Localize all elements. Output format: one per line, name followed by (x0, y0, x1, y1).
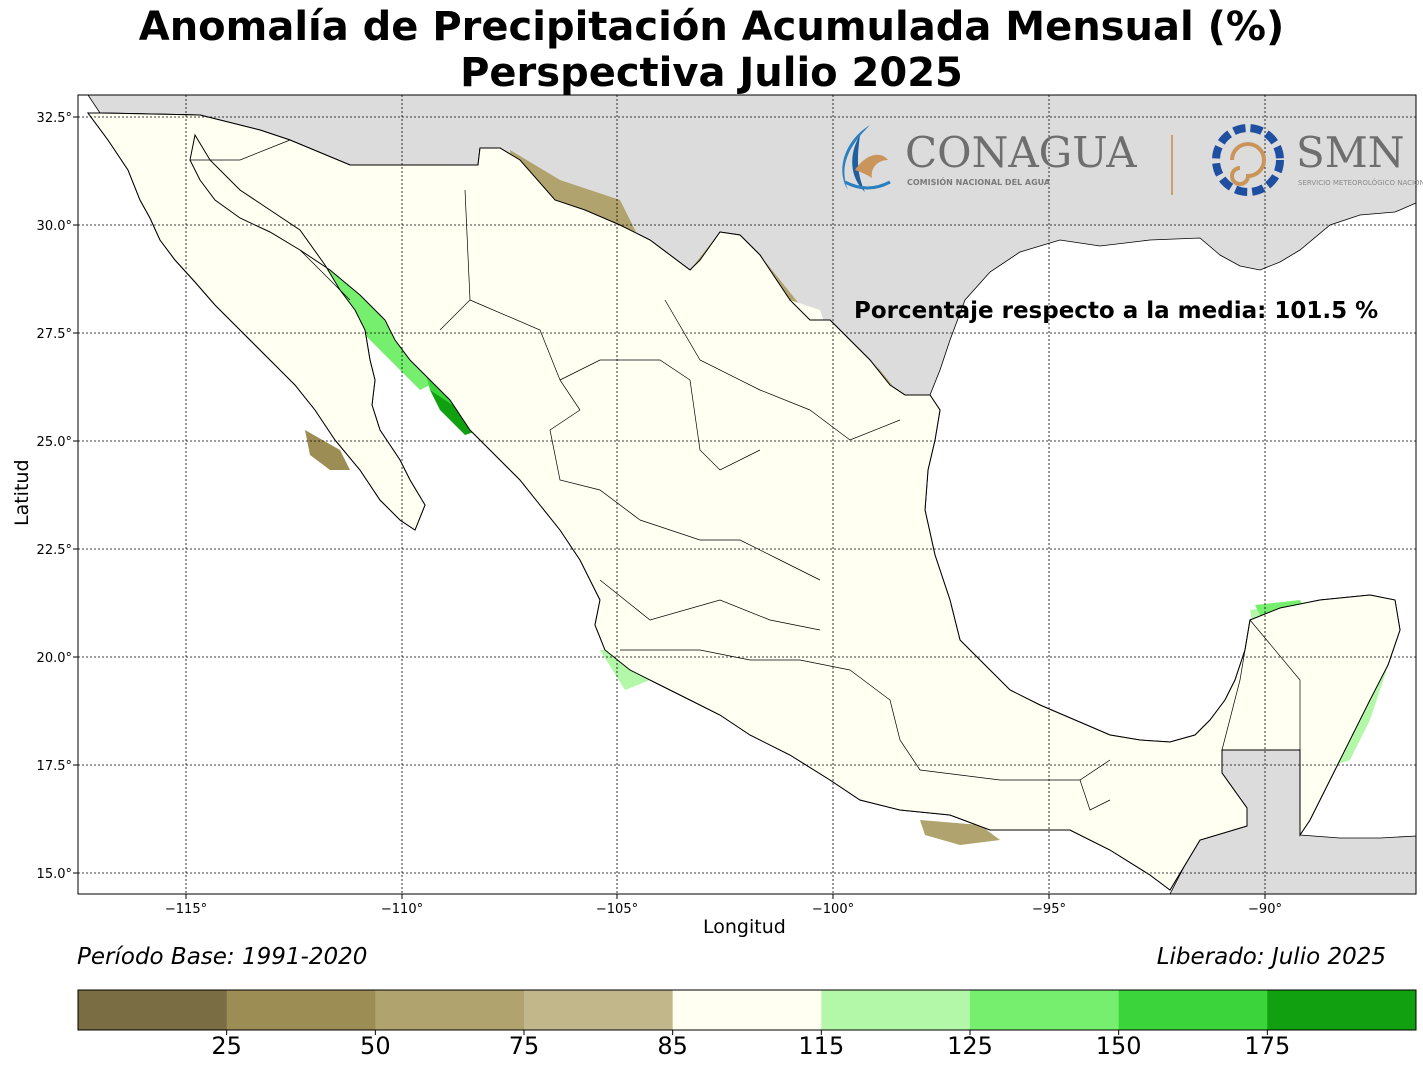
colorbar-segment (1118, 990, 1268, 1030)
lat-tick-label: 17.5° (37, 759, 72, 774)
conagua-smn-logo: CONAGUA COMISIÓN NACIONAL DEL AGUA SMN S… (842, 124, 1423, 196)
lon-tick-label: −95° (1032, 902, 1066, 917)
lat-tick-label: 20.0° (37, 651, 72, 666)
lat-tick-labels: 32.5° 30.0° 27.5° 25.0° 22.5° 20.0° 17.5… (37, 111, 72, 882)
colorbar-segment (78, 990, 228, 1030)
colorbar-tick-label: 25 (211, 1032, 242, 1060)
colorbar-tick-label: 175 (1244, 1032, 1291, 1060)
lat-tick-label: 25.0° (37, 435, 72, 450)
colorbar-segment (1267, 990, 1417, 1030)
lat-tick-label: 30.0° (37, 219, 72, 234)
lon-tick-label: −105° (596, 902, 638, 917)
colorbar-frame (77, 989, 1417, 1031)
release-date-label: Liberado: Julio 2025 (1156, 944, 1386, 970)
colorbar-segment (821, 990, 971, 1030)
conagua-logo-text: CONAGUA (905, 128, 1137, 177)
colorbar (77, 989, 1417, 1035)
conagua-emblem-icon (842, 125, 891, 192)
lat-tick-label: 15.0° (37, 867, 72, 882)
colorbar-segment (375, 990, 525, 1030)
colorbar-tick-label: 50 (360, 1032, 391, 1060)
x-axis-label: Longitud (703, 916, 786, 938)
conagua-logo-subtext: COMISIÓN NACIONAL DEL AGUA (907, 176, 1051, 187)
lon-tick-label: −90° (1248, 902, 1282, 917)
lon-tick-label: −110° (381, 902, 423, 917)
lat-tick-label: 22.5° (37, 543, 72, 558)
map-title-line2: Perspectiva Julio 2025 (460, 50, 963, 96)
map-title-line1: Anomalía de Precipitación Acumulada Mens… (138, 4, 1285, 50)
lon-tick-labels: −115° −110° −105° −100° −95° −90° (165, 902, 1282, 917)
lat-tick-label: 32.5° (37, 111, 72, 126)
colorbar-tick-label: 115 (798, 1032, 845, 1060)
smn-logo-subtext: SERVICIO METEOROLÓGICO NACIONAL (1298, 178, 1423, 187)
lon-tick-label: −100° (812, 902, 854, 917)
colorbar-segment (226, 990, 376, 1030)
lat-tick-label: 27.5° (37, 327, 72, 342)
colorbar-tick-label: 150 (1095, 1032, 1142, 1060)
base-period-label: Período Base: 1991-2020 (77, 944, 368, 970)
lon-tick-label: −115° (165, 902, 207, 917)
mean-percentage-annotation: Porcentaje respecto a la media: 101.5 % (854, 298, 1378, 324)
colorbar-segment (672, 990, 822, 1030)
tick-marks (73, 116, 1266, 899)
colorbar-segment (970, 990, 1120, 1030)
colorbar-segment (524, 990, 674, 1030)
state-boundaries (190, 139, 1301, 811)
smn-logo-text: SMN (1296, 128, 1405, 177)
smn-emblem-icon (1212, 124, 1284, 196)
plot-frame (77, 94, 1417, 895)
colorbar-tick-label: 125 (947, 1032, 993, 1060)
y-axis-label: Latitud (11, 459, 33, 526)
gridlines (78, 95, 1416, 894)
colorbar-tick-label: 85 (657, 1032, 688, 1060)
colorbar-tick-label: 75 (508, 1032, 540, 1060)
